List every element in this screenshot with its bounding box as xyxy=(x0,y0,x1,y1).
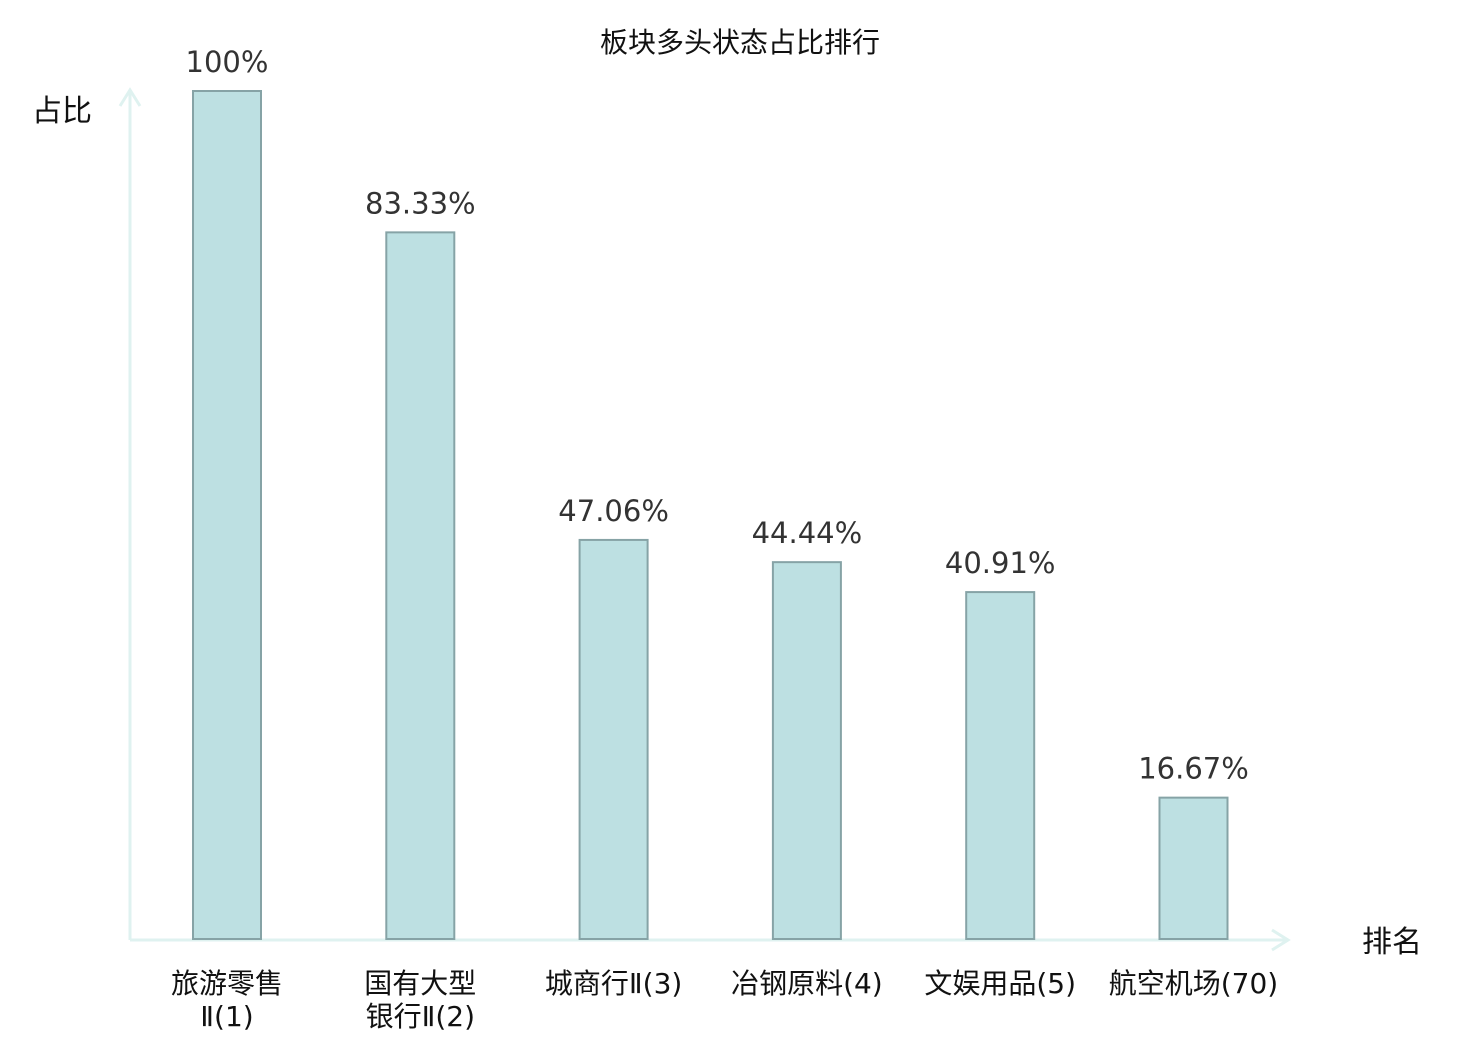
bar-2 xyxy=(385,231,456,941)
value-label-2: 83.33% xyxy=(365,186,476,220)
category-label-6-line-1: 航空机场(70) xyxy=(1109,967,1278,1000)
chart-title: 板块多头状态占比排行 xyxy=(600,26,880,59)
value-label-3: 47.06% xyxy=(558,494,669,528)
category-label-2-line-2: 银行Ⅱ(2) xyxy=(366,1000,475,1033)
value-label-5: 40.91% xyxy=(945,546,1056,580)
category-label-1-line-1: 旅游零售 xyxy=(171,967,283,1000)
value-label-1: 100% xyxy=(186,45,269,79)
bar-4 xyxy=(771,561,842,940)
category-label-3-line-1: 城商行Ⅱ(3) xyxy=(545,967,682,1000)
y-axis-label: 占比 xyxy=(32,94,92,129)
category-label-2-line-1: 国有大型 xyxy=(364,967,476,1000)
bar-3 xyxy=(578,538,649,940)
value-labels: 100% 83.33% 47.06% 44.44% 40.91% 16.67% xyxy=(186,45,1249,786)
x-axis-label: 排名 xyxy=(1362,925,1422,960)
value-label-4: 44.44% xyxy=(752,516,863,550)
bar-5 xyxy=(965,591,1036,940)
bar-series xyxy=(192,90,1229,941)
bar-6 xyxy=(1158,796,1229,941)
category-label-5-line-1: 文娱用品(5) xyxy=(924,967,1076,1000)
category-label-1-line-2: Ⅱ(1) xyxy=(200,1000,253,1033)
category-label-4-line-1: 冶钢原料(4) xyxy=(731,967,883,1000)
value-label-6: 16.67% xyxy=(1138,752,1249,786)
x-axis xyxy=(130,928,1291,952)
y-axis xyxy=(118,87,142,940)
bar-1 xyxy=(192,90,262,940)
